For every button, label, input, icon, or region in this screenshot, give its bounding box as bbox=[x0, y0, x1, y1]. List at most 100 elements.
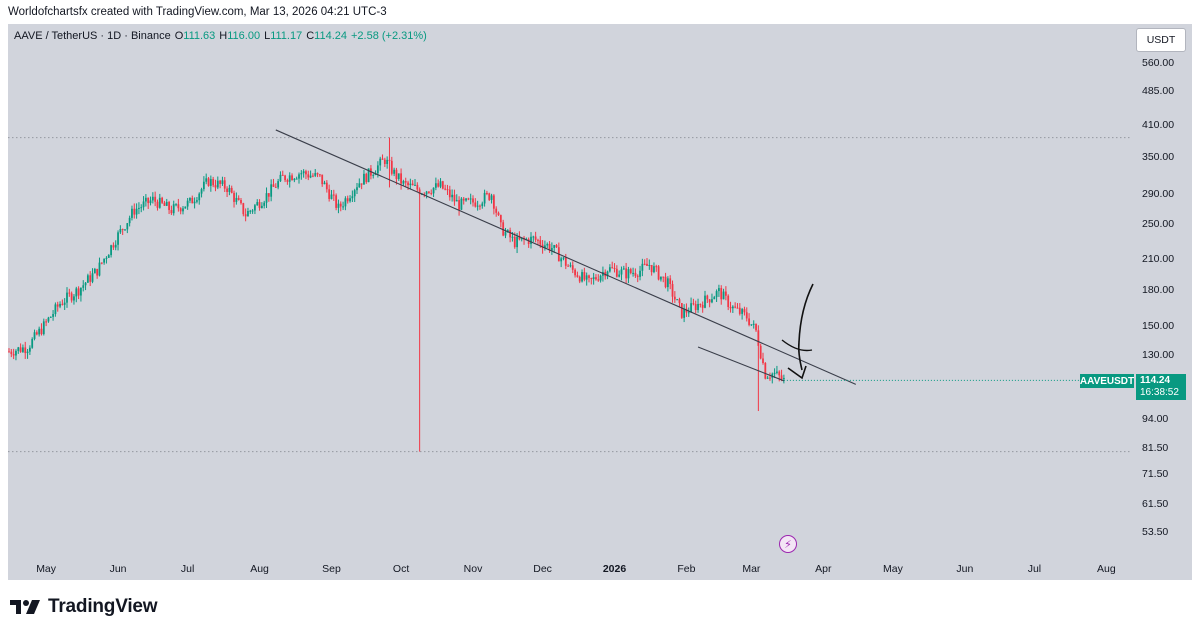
candle bbox=[223, 180, 226, 189]
candle bbox=[168, 201, 170, 211]
candle bbox=[316, 173, 319, 175]
candle bbox=[506, 230, 509, 232]
candle bbox=[75, 288, 78, 297]
candle bbox=[620, 269, 623, 275]
legend-symbol[interactable]: AAVE / TetherUS · 1D · Binance bbox=[14, 30, 171, 42]
candle bbox=[592, 277, 595, 280]
candle bbox=[133, 208, 136, 215]
candle bbox=[453, 194, 456, 202]
candle bbox=[569, 265, 572, 267]
candle bbox=[221, 180, 224, 184]
candle bbox=[107, 255, 110, 258]
time-tick: Mar bbox=[742, 563, 761, 575]
candle bbox=[277, 181, 280, 188]
candle bbox=[96, 268, 99, 276]
candle bbox=[495, 208, 498, 213]
candle bbox=[683, 308, 686, 318]
candle bbox=[103, 258, 106, 263]
candle bbox=[720, 288, 723, 300]
time-tick: Aug bbox=[1097, 563, 1116, 575]
candle bbox=[539, 240, 542, 245]
price-tick: 71.50 bbox=[1142, 468, 1169, 481]
candle bbox=[567, 265, 570, 267]
chart-panel[interactable] bbox=[8, 24, 1192, 580]
candle bbox=[537, 239, 539, 241]
candle bbox=[302, 171, 305, 174]
candle bbox=[571, 265, 574, 270]
candle bbox=[330, 194, 333, 199]
time-tick: Jun bbox=[109, 563, 127, 575]
candle bbox=[465, 198, 467, 201]
candle bbox=[318, 174, 321, 176]
candle bbox=[671, 284, 674, 297]
trendline-0 bbox=[275, 129, 857, 385]
candle bbox=[342, 206, 344, 208]
candle bbox=[518, 236, 521, 240]
candle bbox=[648, 264, 651, 266]
candle bbox=[205, 178, 208, 182]
tradingview-logo[interactable]: TradingView bbox=[10, 596, 158, 618]
candle bbox=[191, 197, 194, 204]
candle bbox=[423, 193, 426, 195]
candle bbox=[743, 309, 746, 313]
candle bbox=[270, 184, 273, 197]
bar-countdown: 16:38:52 bbox=[1140, 387, 1179, 398]
candle bbox=[428, 191, 430, 193]
top-bar: Worldofchartsfx created with TradingView… bbox=[0, 0, 1200, 24]
candle bbox=[124, 229, 126, 231]
legend-open-label: O bbox=[174, 30, 184, 42]
candle bbox=[448, 189, 451, 198]
candle bbox=[295, 178, 298, 180]
candle bbox=[632, 272, 634, 274]
candle bbox=[606, 271, 609, 277]
candle bbox=[727, 295, 730, 307]
candle bbox=[202, 181, 205, 190]
candle bbox=[646, 263, 648, 266]
candle bbox=[363, 173, 365, 185]
price-tick: 180.00 bbox=[1142, 283, 1175, 296]
candle bbox=[472, 198, 474, 203]
candle bbox=[729, 306, 732, 309]
candle bbox=[416, 184, 419, 190]
candle bbox=[439, 181, 442, 187]
candle bbox=[381, 158, 384, 160]
candle bbox=[731, 306, 734, 309]
candle bbox=[237, 197, 240, 201]
candle bbox=[163, 202, 166, 206]
candle bbox=[460, 198, 463, 210]
lightning-icon[interactable]: ⚡ bbox=[779, 535, 797, 553]
candle bbox=[170, 210, 173, 214]
candle bbox=[643, 263, 646, 265]
candle bbox=[63, 302, 66, 305]
candle bbox=[356, 187, 358, 191]
candle bbox=[379, 158, 382, 166]
currency-button[interactable]: USDT bbox=[1136, 28, 1186, 52]
tradingview-logo-icon bbox=[10, 600, 40, 614]
candle bbox=[511, 236, 514, 238]
candle bbox=[346, 198, 349, 202]
candle bbox=[91, 273, 94, 282]
candle bbox=[458, 200, 460, 210]
candle bbox=[483, 192, 486, 204]
candle bbox=[228, 187, 231, 192]
candle bbox=[154, 196, 157, 202]
candle bbox=[40, 328, 43, 335]
candle bbox=[100, 262, 103, 264]
candle bbox=[244, 214, 247, 217]
candle bbox=[750, 324, 753, 326]
candle bbox=[782, 377, 785, 380]
candle bbox=[351, 196, 354, 199]
candle bbox=[497, 212, 500, 216]
candle bbox=[650, 264, 653, 273]
candle bbox=[509, 230, 512, 238]
price-tick: 350.00 bbox=[1142, 150, 1175, 163]
candle bbox=[676, 299, 679, 301]
candle bbox=[305, 171, 307, 175]
candle bbox=[70, 293, 73, 301]
candle bbox=[486, 192, 488, 194]
candle bbox=[177, 204, 180, 209]
candle bbox=[697, 303, 699, 311]
candle bbox=[328, 189, 331, 199]
candle bbox=[349, 198, 351, 202]
